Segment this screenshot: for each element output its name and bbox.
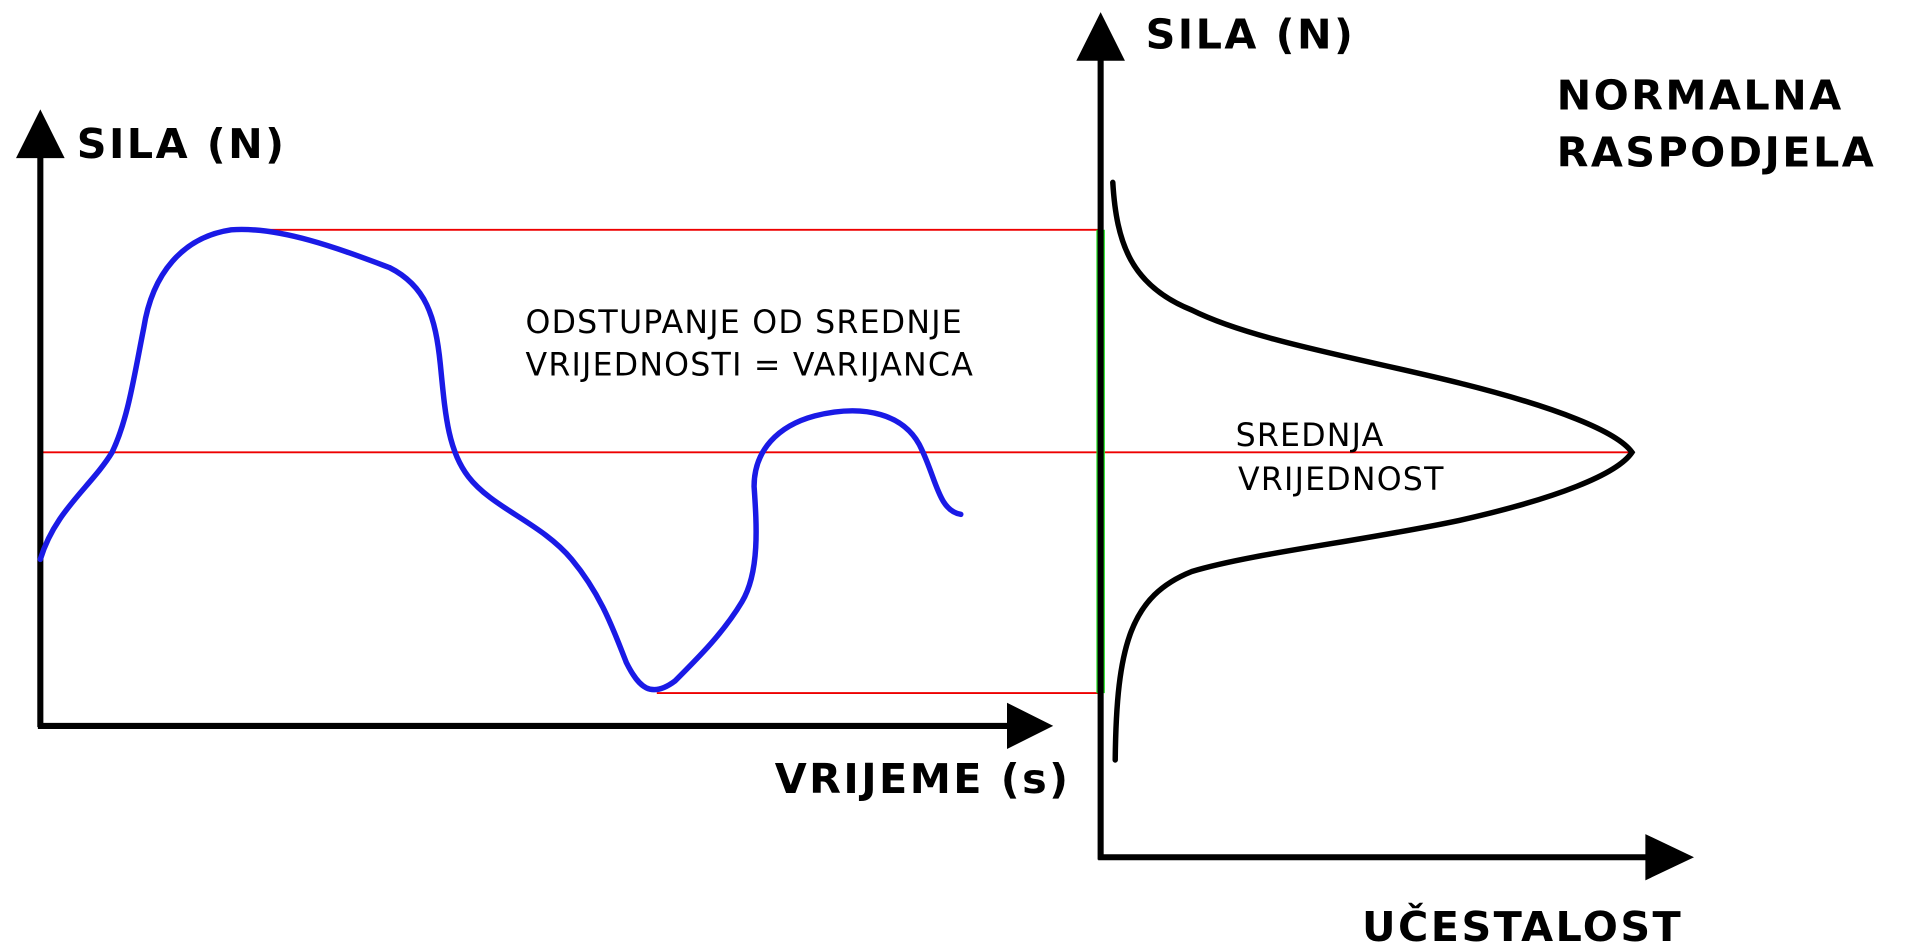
arrow (16, 109, 65, 159)
plot-title: RASPODJELA (1557, 129, 1877, 177)
annotation: SREDNJA (1236, 418, 1385, 454)
plot-title: NORMALNA (1557, 71, 1844, 119)
annotation: VRIJEDNOST (1238, 462, 1445, 498)
arrow (1007, 702, 1054, 750)
annotation: ODSTUPANJE OD SREDNJE (525, 305, 962, 341)
annotation: VRIJEDNOSTI = VARIJANCA (525, 348, 974, 384)
axis-label: SILA (N) (1146, 11, 1356, 59)
force-curve (37, 226, 964, 693)
axis-label: SILA (N) (77, 120, 287, 168)
axis-label: VRIJEME (s) (775, 755, 1071, 803)
arrow (1076, 12, 1125, 61)
axis-label: UČESTALOST (1362, 903, 1683, 946)
arrow (1645, 834, 1695, 881)
normal-curve (1110, 179, 1636, 763)
